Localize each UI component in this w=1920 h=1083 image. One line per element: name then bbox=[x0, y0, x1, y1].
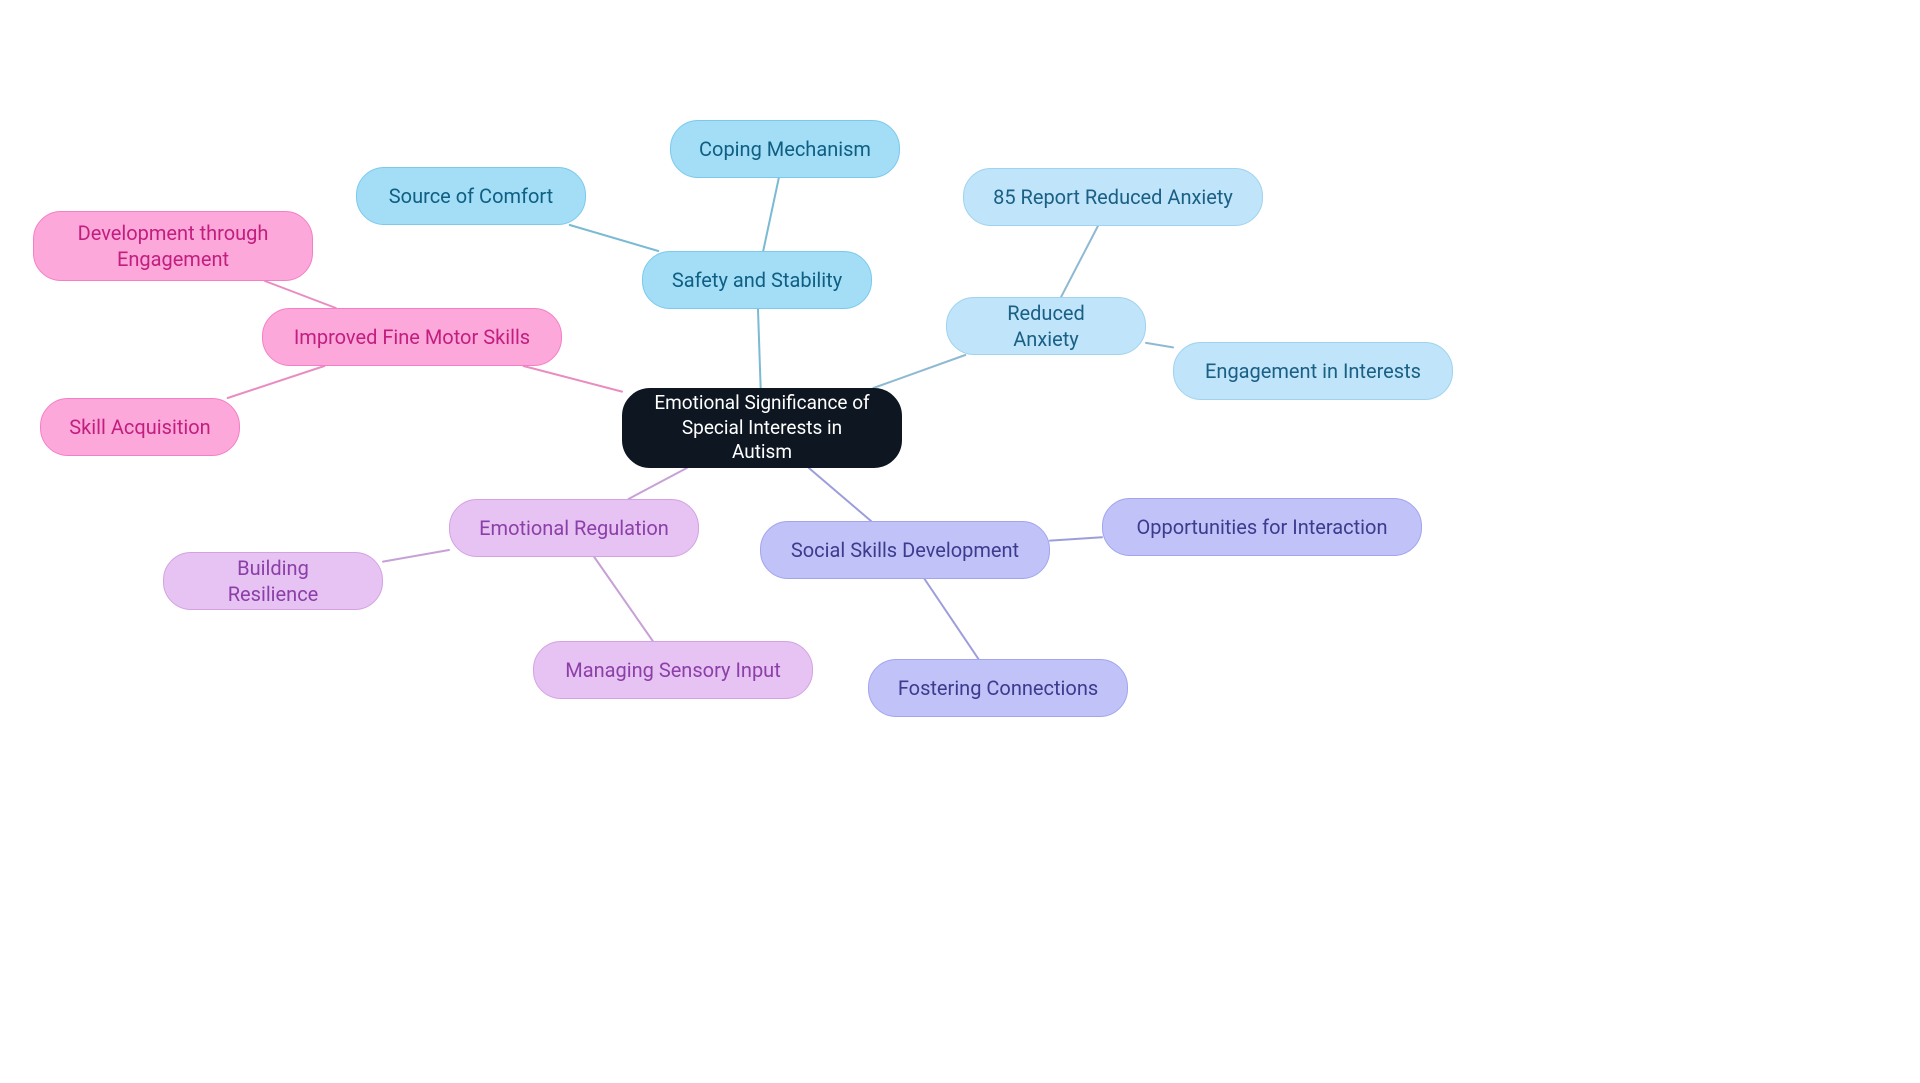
node-label: Safety and Stability bbox=[672, 267, 842, 293]
node-sensory: Managing Sensory Input bbox=[533, 641, 813, 699]
node-label: Improved Fine Motor Skills bbox=[294, 324, 530, 350]
node-label: Emotional Regulation bbox=[479, 515, 669, 541]
node-motor: Improved Fine Motor Skills bbox=[262, 308, 562, 366]
mindmap-canvas: Safety and Stability Source of Comfort Cop… bbox=[0, 0, 1920, 1083]
node-devengage: Development through Engagement bbox=[33, 211, 313, 281]
node-label: Source of Comfort bbox=[389, 183, 553, 209]
node-label: Emotional Significance of Special Intere… bbox=[651, 391, 873, 465]
node-center: Emotional Significance of Special Intere… bbox=[622, 388, 902, 468]
node-label: 85 Report Reduced Anxiety bbox=[993, 184, 1233, 210]
node-label: Skill Acquisition bbox=[69, 414, 210, 440]
node-label: Development through Engagement bbox=[62, 220, 284, 272]
node-resilience: Building Resilience bbox=[163, 552, 383, 610]
node-report85: 85 Report Reduced Anxiety bbox=[963, 168, 1263, 226]
node-engage: Engagement in Interests bbox=[1173, 342, 1453, 400]
node-reduced: Reduced Anxiety bbox=[946, 297, 1146, 355]
node-label: Coping Mechanism bbox=[699, 136, 871, 162]
node-coping: Coping Mechanism bbox=[670, 120, 900, 178]
node-social: Social Skills Development bbox=[760, 521, 1050, 579]
node-label: Reduced Anxiety bbox=[975, 300, 1117, 352]
node-interact: Opportunities for Interaction bbox=[1102, 498, 1422, 556]
node-skill: Skill Acquisition bbox=[40, 398, 240, 456]
node-safety: Safety and Stability bbox=[642, 251, 872, 309]
node-emo: Emotional Regulation bbox=[449, 499, 699, 557]
node-label: Building Resilience bbox=[192, 555, 354, 607]
node-label: Opportunities for Interaction bbox=[1137, 514, 1388, 540]
node-label: Engagement in Interests bbox=[1205, 358, 1421, 384]
node-foster: Fostering Connections bbox=[868, 659, 1128, 717]
node-label: Managing Sensory Input bbox=[565, 657, 781, 683]
node-label: Social Skills Development bbox=[791, 537, 1019, 563]
node-comfort: Source of Comfort bbox=[356, 167, 586, 225]
node-label: Fostering Connections bbox=[898, 675, 1098, 701]
